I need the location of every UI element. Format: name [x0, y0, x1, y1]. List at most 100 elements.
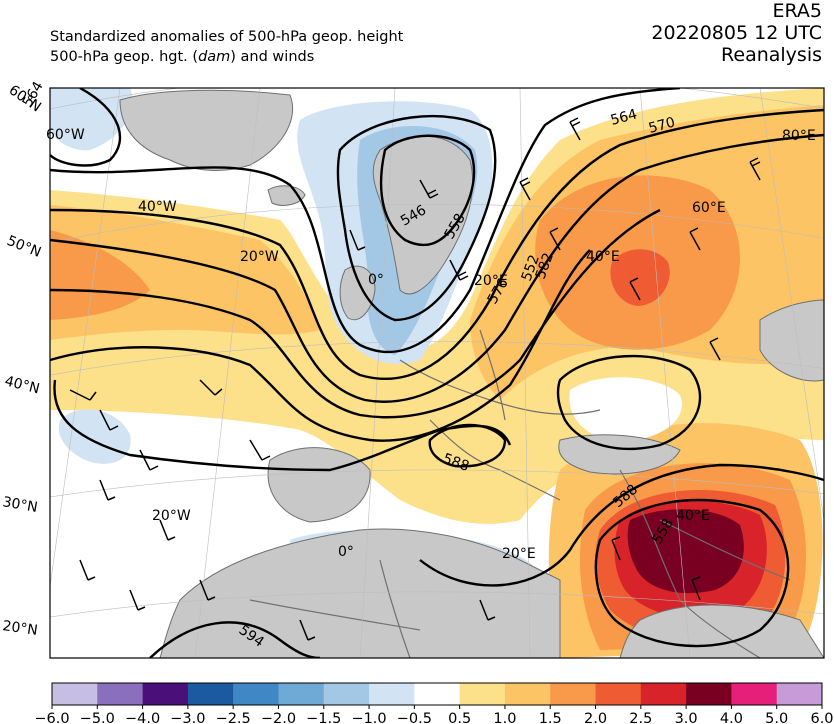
colorbar-swatch — [52, 683, 98, 705]
colorbar: −6.0 −5.0 −4.0 −3.0 −2.5 −2.0 −1.5 −1.0 −0.5 0.5 1… — [34, 682, 834, 724]
wind-barb — [709, 337, 721, 361]
wind-barb — [479, 599, 496, 621]
colorbar-tick-label: −4.0 — [125, 711, 160, 724]
title-line2-post: ) and winds — [230, 49, 315, 65]
positive-anomaly-2p0-russia — [610, 249, 670, 306]
colorbar-tick-label: 0.5 — [448, 711, 471, 724]
lon-label-40w: 40°W — [138, 199, 177, 215]
colorbar-swatch — [369, 683, 415, 705]
colorbar-tick-label: −0.5 — [397, 711, 432, 724]
meridian-20w — [194, 88, 261, 658]
map-panel — [50, 88, 824, 658]
colorbar-swatch — [686, 683, 732, 705]
contour-564 — [50, 108, 824, 380]
wind-barb — [139, 449, 159, 471]
colorbar-tick-label: 1.5 — [539, 711, 562, 724]
colorbar-swatch — [278, 683, 325, 705]
chart-title-line2: 500-hPa geop. hgt. (dam) and winds — [50, 48, 314, 66]
source-label: ERA5 — [772, 0, 822, 22]
colorbar-tick-label: 2.5 — [629, 711, 652, 724]
parallel-50n — [50, 203, 824, 244]
meridian-0 — [359, 88, 396, 658]
colorbar-frame — [51, 682, 823, 706]
colorbar-swatch — [504, 683, 551, 705]
contour-582 — [50, 249, 591, 442]
anomaly-shading — [50, 88, 824, 658]
contour-552 — [336, 114, 497, 322]
meridian-20e — [519, 88, 531, 658]
contour-558-greenland — [50, 88, 122, 167]
colorbar-tick-label: 2.0 — [584, 711, 607, 724]
colorbar-swatch — [187, 683, 234, 705]
border-europe-3 — [479, 329, 506, 421]
lat-label-40n: 40°N — [3, 373, 41, 397]
graticule — [50, 88, 824, 658]
greenland-land — [119, 89, 294, 171]
colorbar-swatch — [414, 683, 460, 705]
contour-588-south — [419, 463, 824, 587]
chart-title-line1: Standardized anomalies of 500-hPa geop. … — [50, 29, 404, 45]
contour-570 — [50, 133, 824, 403]
colorbar-tick-label: −6.0 — [34, 711, 69, 724]
parallel-40n — [50, 341, 824, 376]
colorbar-swatch — [640, 683, 687, 705]
border-mideast-1 — [619, 469, 761, 658]
wind-barb — [99, 409, 119, 431]
wind-barb — [691, 576, 701, 601]
wind-barb — [611, 536, 621, 561]
contour-594-east — [594, 498, 790, 648]
wind-barb — [569, 117, 581, 141]
negative-anomaly-blacksea — [569, 377, 682, 442]
map-frame — [49, 87, 825, 659]
wind-barb — [79, 559, 96, 581]
country-borders — [249, 329, 791, 658]
border-mideast-2 — [659, 519, 791, 581]
wind-barb — [199, 379, 223, 396]
colorbar-swatch — [595, 683, 642, 705]
lat-label-50n: 50°N — [5, 233, 44, 261]
wind-barb — [749, 157, 761, 181]
wind-barbs — [69, 117, 761, 641]
contour-576 — [50, 208, 661, 419]
colorbar-tick-label: −5.0 — [80, 711, 115, 724]
wind-barb — [159, 519, 176, 541]
lat-label-20n: 20°N — [1, 618, 38, 639]
contour-558 — [50, 88, 681, 354]
wind-barb — [129, 589, 146, 611]
colorbar-swatch — [142, 683, 189, 705]
british-isles-land — [339, 265, 376, 321]
height-contours — [50, 88, 824, 658]
lon-label-60e: 60°E — [692, 200, 726, 216]
lon-label-0-south: 0° — [338, 544, 354, 560]
title-line2-unit: dam — [198, 49, 231, 65]
scandinavia-land — [372, 135, 474, 295]
title-line2-pre: 500-hPa geop. hgt. ( — [50, 49, 199, 65]
lon-label-20w-south: 20°W — [152, 508, 191, 524]
colorbar-tick-label: 1.0 — [493, 711, 516, 724]
lat-label-30n: 30°N — [1, 494, 39, 516]
parallel-30n — [50, 469, 824, 498]
colorbar-tick-label: 6.0 — [810, 711, 833, 724]
contour-546 — [379, 134, 476, 247]
contour-label-570: 570 — [647, 114, 677, 136]
wind-barb — [99, 479, 116, 501]
border-africa-2 — [379, 559, 411, 658]
lon-label-20e-north: 20°E — [474, 273, 508, 289]
lon-label-80e: 80°E — [782, 128, 816, 144]
colorbar-swatch — [776, 683, 823, 705]
colorbar-tick-label: 3.0 — [675, 711, 698, 724]
contour-588-east — [556, 354, 702, 451]
lon-label-0-north: 0° — [368, 272, 384, 288]
wind-barb — [299, 619, 316, 641]
positive-anomaly-3p0-mideast — [627, 509, 744, 594]
colorbar-swatch — [459, 683, 506, 705]
wind-barb — [519, 177, 531, 201]
datetime-label: 20220805 12 UTC — [651, 22, 822, 44]
wind-barb — [549, 227, 561, 251]
lon-label-20w-north: 20°W — [240, 249, 279, 265]
meridian-60e — [759, 88, 824, 521]
wind-barb — [689, 227, 701, 251]
wind-barb — [199, 579, 216, 601]
meridian-40e — [639, 88, 691, 658]
colorbar-tick-label: −1.0 — [351, 711, 386, 724]
